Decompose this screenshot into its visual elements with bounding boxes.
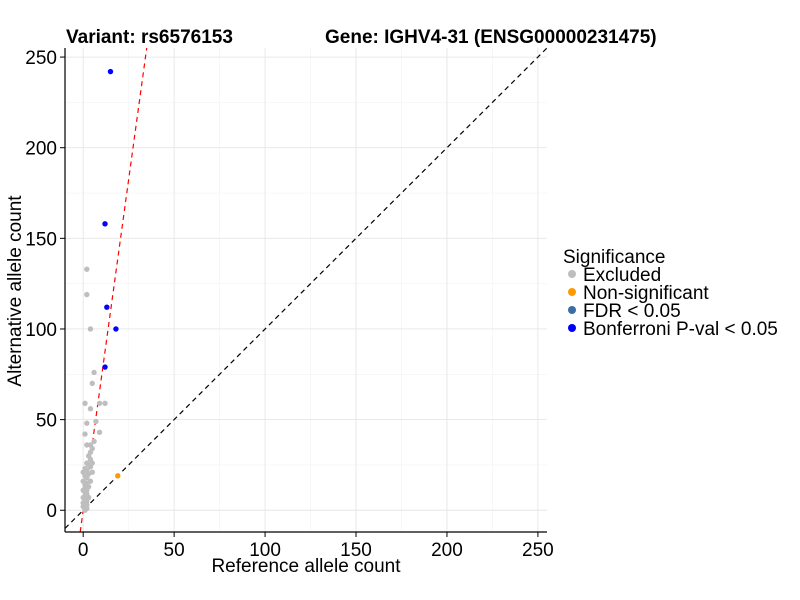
x-tick-label: 200	[431, 540, 463, 561]
point-excluded	[87, 406, 94, 412]
legend-label: Non-significant	[583, 283, 709, 304]
point-excluded	[82, 400, 88, 406]
point-excluded	[87, 326, 94, 332]
grid-minor	[65, 48, 547, 532]
reference-line-identity	[64, 47, 548, 529]
point-excluded	[84, 460, 90, 466]
x-tick-label: 250	[522, 540, 554, 561]
legend-label: Bonferroni P-val < 0.05	[583, 319, 778, 340]
point-excluded	[102, 400, 108, 406]
x-tick-label: 0	[78, 540, 89, 561]
y-tick-label: 0	[46, 501, 57, 522]
x-axis-label: Reference allele count	[211, 556, 401, 577]
point-excluded	[93, 418, 99, 425]
legend-title: Significance	[563, 247, 665, 268]
point-excluded	[82, 465, 88, 472]
point-excluded	[89, 469, 95, 475]
x-ticks: 0 50 100 150 200 250	[78, 532, 554, 561]
y-tick-label: 200	[25, 139, 57, 160]
legend-key	[568, 270, 576, 278]
point-excluded	[87, 478, 94, 484]
axes	[64, 48, 547, 533]
y-ticks: 0 50 100 150 200 250	[25, 48, 65, 522]
point-excluded	[84, 420, 90, 426]
point-excluded	[82, 431, 88, 437]
legend-key	[568, 306, 576, 314]
legend-label: FDR < 0.05	[583, 301, 681, 322]
point-bonferroni-p-val-0-05	[102, 221, 108, 227]
data-points	[80, 68, 121, 513]
chart-title-gene: Gene: IGHV4-31 (ENSG00000231475)	[325, 27, 657, 48]
point-non-significant	[115, 473, 121, 479]
point-bonferroni-p-val-0-05	[107, 68, 114, 75]
point-bonferroni-p-val-0-05	[113, 326, 119, 332]
point-excluded	[91, 438, 97, 445]
y-tick-label: 50	[36, 411, 57, 432]
point-excluded	[84, 266, 90, 272]
point-excluded	[91, 369, 97, 376]
x-tick-label: 50	[164, 540, 185, 561]
point-excluded	[80, 478, 86, 484]
point-excluded	[96, 400, 103, 406]
legend-key	[568, 288, 576, 296]
grid-major	[65, 48, 547, 532]
legend-key	[568, 324, 576, 332]
y-tick-label: 150	[25, 229, 57, 250]
point-bonferroni-p-val-0-05	[102, 364, 108, 370]
point-excluded	[96, 429, 103, 435]
x-tick-label: 150	[340, 540, 372, 561]
y-axis-label: Alternative allele count	[5, 195, 26, 387]
y-tick-label: 100	[25, 320, 57, 341]
point-bonferroni-p-val-0-05	[104, 304, 110, 310]
point-excluded	[87, 442, 94, 448]
x-tick-label: 100	[249, 540, 281, 561]
chart-title-variant: Variant: rs6576153	[66, 27, 233, 48]
y-tick-label: 250	[25, 48, 57, 69]
legend-label: Excluded	[583, 265, 661, 286]
reference-lines	[64, 47, 548, 533]
point-excluded	[89, 380, 95, 387]
point-excluded	[84, 291, 90, 298]
legend: Significance ExcludedNon-significantFDR …	[563, 247, 778, 340]
